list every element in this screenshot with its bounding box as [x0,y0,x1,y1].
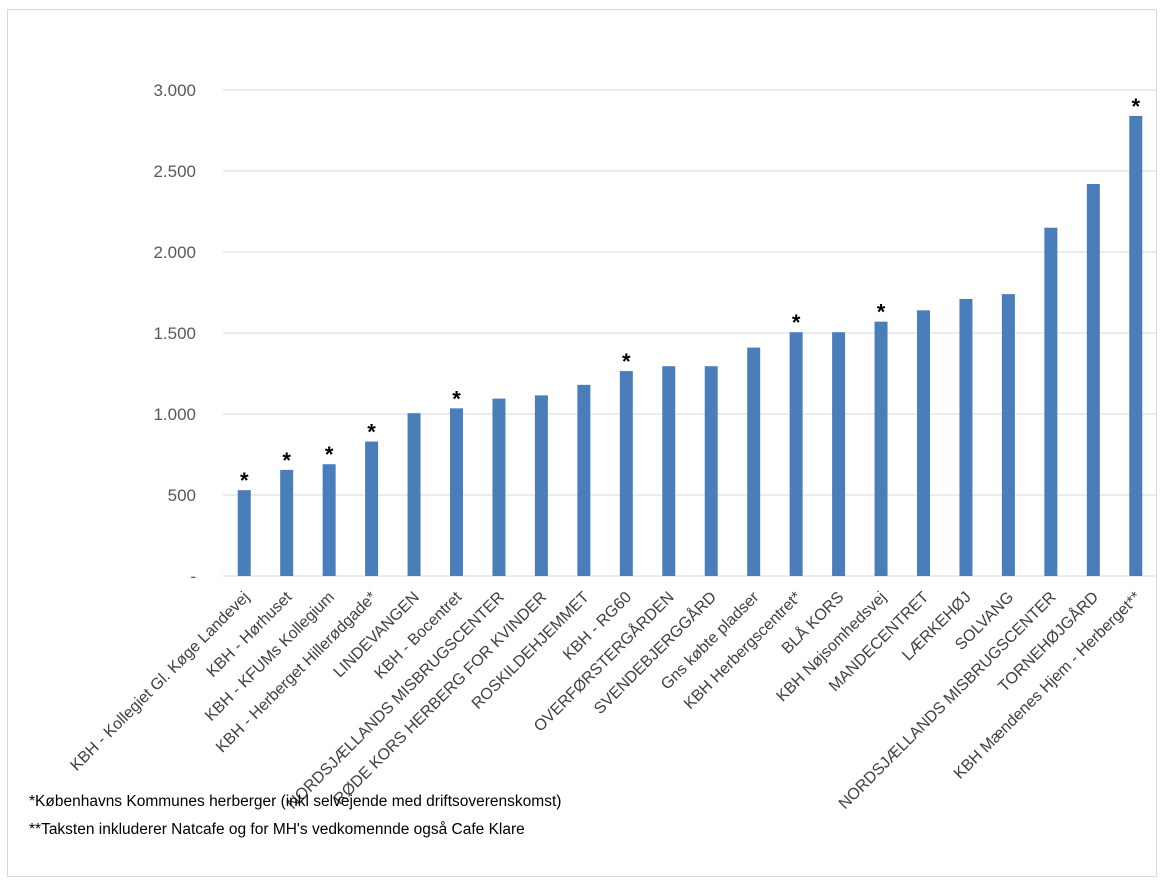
bar [959,298,973,576]
y-tick-label: - [190,567,196,586]
bar [662,366,676,576]
bar [237,490,251,576]
bar [450,408,463,576]
bar [832,332,846,576]
bar [874,321,888,576]
bar [1086,183,1100,576]
bar [534,395,548,576]
bar [492,398,506,576]
bar-layer [237,115,1143,577]
bar [577,384,591,576]
bar [619,371,633,576]
bar-marker: * [792,310,801,335]
y-axis-ticks: - 500 1.000 1.500 2.000 2.500 3.000 [153,81,196,586]
grid-layer [223,89,1157,577]
bar-marker: * [367,420,376,445]
bar [917,310,930,576]
y-tick-label: 1.000 [153,405,196,424]
bar [1129,115,1143,577]
y-tick-label: 2.500 [153,162,196,181]
bar [407,413,421,576]
bar [280,469,294,576]
bar-marker: * [325,442,334,467]
bar-marker: * [282,448,291,473]
bar [1044,227,1058,576]
bar [747,347,761,576]
bar [1001,294,1015,576]
bar-marker: * [877,300,886,325]
bar [704,366,718,576]
bar-marker: * [240,468,249,493]
footnote-1: *Københavns Kommunes herberger (inkl sel… [29,793,562,810]
y-tick-label: 3.000 [153,81,196,100]
bar [322,464,336,576]
bar-marker: * [452,386,461,411]
bar [365,441,379,576]
marker-layer: * * * * * * * * * [240,94,1141,493]
y-tick-label: 500 [168,486,196,505]
y-tick-label: 2.000 [153,243,196,262]
bar-marker: * [622,349,631,374]
bar-marker: * [1131,94,1140,119]
bar [789,332,803,576]
footnote-2: **Taksten inkluderer Natcafe og for MH's… [29,821,525,838]
y-tick-label: 1.500 [153,324,196,343]
